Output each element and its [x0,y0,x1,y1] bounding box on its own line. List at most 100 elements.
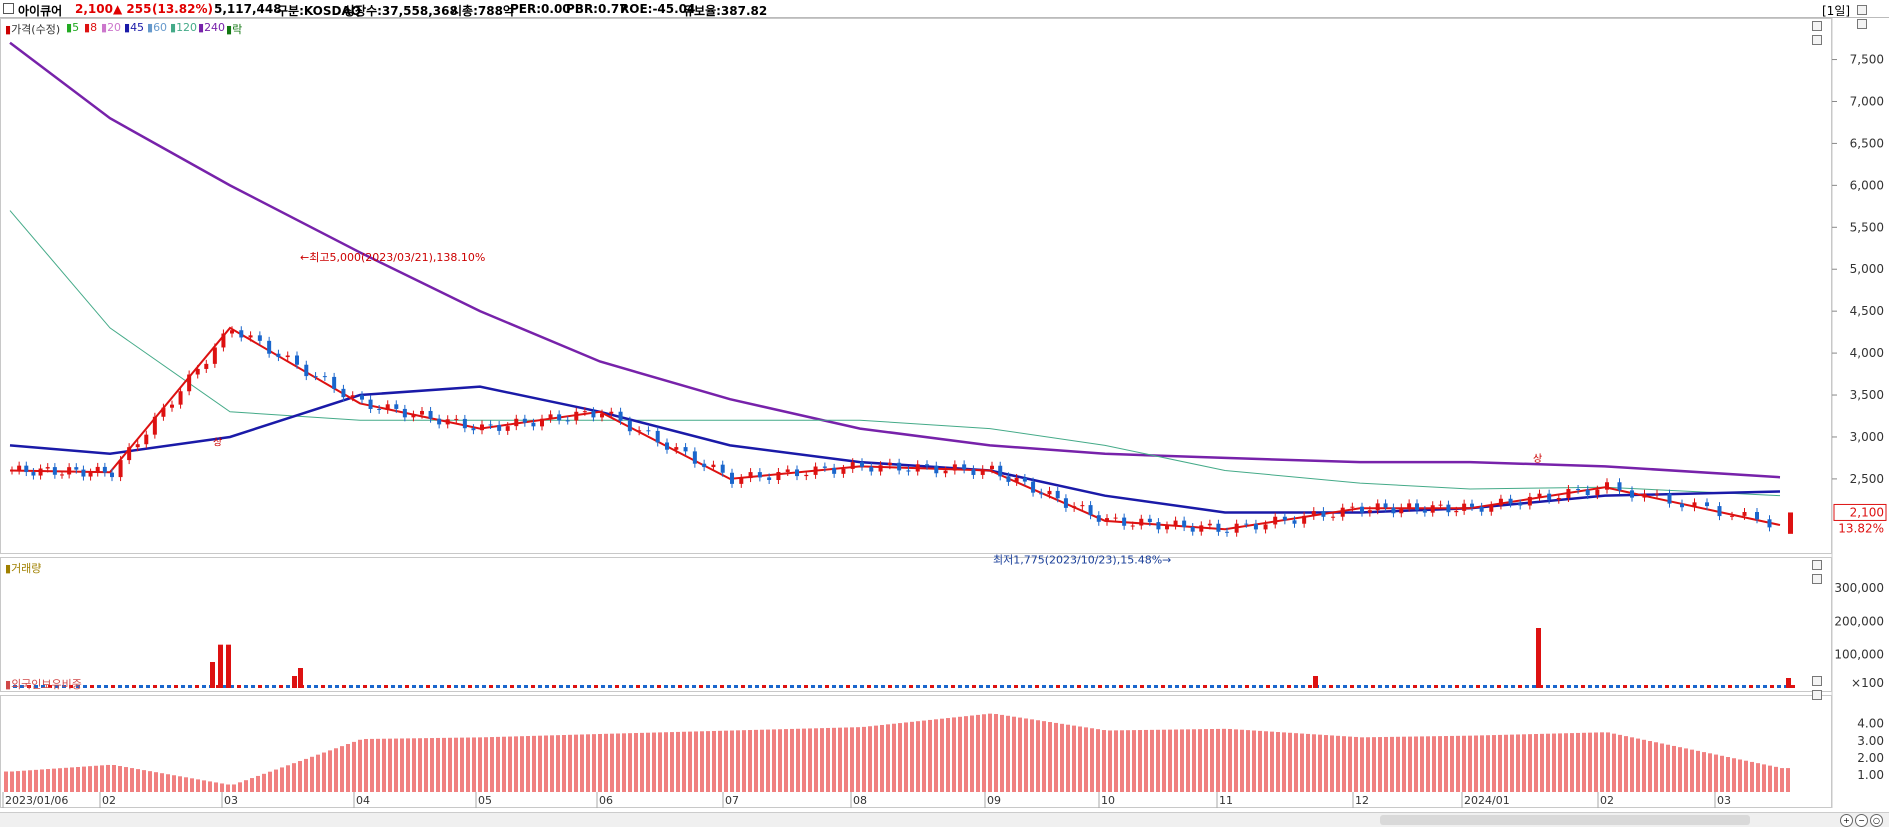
horizontal-scrollbar[interactable]: + − ○ [0,812,1889,827]
month-label: 10 [1101,794,1115,807]
foreign-ratio-bar [394,738,398,792]
volume-bar [993,685,997,688]
foreign-ratio-bar [742,730,746,792]
candle-body [655,430,660,443]
price-panel-buttons[interactable] [1812,20,1832,45]
foreign-ratio-bar [322,752,326,792]
candle-body [1006,476,1011,482]
scroll-thumb[interactable] [1380,815,1750,825]
candle-body [1479,506,1484,512]
stock-name[interactable]: 아이큐어 [18,4,63,18]
volume-panel-buttons[interactable] [1812,559,1832,584]
foreign-ratio-bar [706,731,710,792]
foreign-ratio-bar [952,717,956,792]
foreign-ratio-bar [94,765,98,792]
foreign-ratio-bar [376,738,380,792]
volume-bar [419,685,423,688]
zoom-in-icon[interactable]: + [1840,814,1853,827]
volume-bar [1392,685,1396,688]
foreign-ratio-bar [838,727,842,792]
volume-bar [272,685,276,688]
volume-bar [1273,685,1277,688]
candle-body [1039,492,1044,495]
foreign-ratio-bar [334,748,338,792]
foreign-ratio-bar [598,733,602,792]
foreign-ratio-bar [1342,736,1346,792]
volume-bar [223,685,227,688]
candle-body [1518,503,1523,506]
volume-bar [1413,685,1417,688]
ma120-legend: ▮120 [170,21,198,34]
stock-chart[interactable]: 7,500 7,000 6,500 6,000 5,500 5,000 4,500 4,000… [0,18,1889,812]
candle-body [531,422,536,427]
candle-body [1585,489,1590,496]
foreign-ratio-bar [532,735,536,792]
foreign-ratio-bar [1618,734,1622,792]
foreign-ratio-bar [1606,732,1610,792]
volume-bar [1735,685,1739,688]
foreign-ratio-bar [496,736,500,792]
foreign-ratio-bar [184,777,188,792]
foreign-ratio-bar [1114,730,1118,792]
candle-body [1742,512,1747,516]
foreign-ratio-bar [514,736,518,792]
candle-body [582,411,587,413]
foreign-ratio-bar [568,734,572,792]
foreign-ratio-bar [1018,717,1022,792]
candle-body [915,464,920,472]
foreign-ratio-bar [382,738,386,792]
candle-body [1605,482,1609,490]
foreign-panel-buttons[interactable] [1812,675,1832,700]
volume-bar [188,685,192,688]
volume-bar [1091,685,1095,688]
volume-bar [349,685,353,688]
candle-body [1755,512,1759,520]
volume-bar [559,685,563,688]
volume-bar [384,685,388,688]
volume-bar [1028,685,1032,688]
candle-body [934,465,939,474]
foreign-ratio-bar [766,729,770,792]
volume-bar [958,685,962,688]
volume-bar [1602,685,1606,688]
candle-body [1263,524,1268,530]
volume-bar [1252,685,1256,688]
foreign-ratio-bar [778,729,782,792]
month-label: 02 [102,794,116,807]
volume-bar [1217,685,1221,688]
foreign-tick-label: 1.00 [1857,768,1884,782]
period-selector[interactable]: [1일] [1822,4,1851,18]
foreign-ratio-bar [1312,734,1316,792]
foreign-ratio-bar [460,737,464,792]
foreign-ratio-bar [682,731,686,792]
foreign-ratio-bar [88,766,92,792]
zoom-reset-icon[interactable]: ○ [1870,814,1883,827]
candle-body [998,465,1003,477]
candle-body [1375,503,1380,511]
volume-bar [34,685,38,688]
last-pct-label: 13.82% [1838,521,1884,535]
volume-bar [790,685,794,688]
foreign-ratio-bar [328,750,332,792]
foreign-ratio-bar [1678,747,1682,792]
volume-bar [1399,685,1403,688]
foreign-ratio-bar [298,761,302,792]
foreign-ratio-bar [166,774,170,792]
foreign-ratio-bar [406,738,410,792]
foreign-ratio-bar [1414,736,1418,792]
volume-bar [391,685,395,688]
roe-value: ROE:-45.04 [620,2,696,16]
foreign-ratio-bar [352,741,356,792]
candle-body [748,472,753,479]
volume-bar [1294,685,1298,688]
foreign-ratio-bar [100,765,104,792]
price-tick-label: 6,000 [1850,178,1884,192]
volume-bar [1749,685,1753,688]
zoom-out-icon[interactable]: − [1855,814,1868,827]
candle-body [102,466,107,473]
window-buttons[interactable] [1857,4,1877,29]
month-label: 11 [1219,794,1233,807]
volume-bar [1224,685,1228,688]
header-checkbox[interactable] [3,3,14,14]
volume-bar [1497,685,1501,688]
